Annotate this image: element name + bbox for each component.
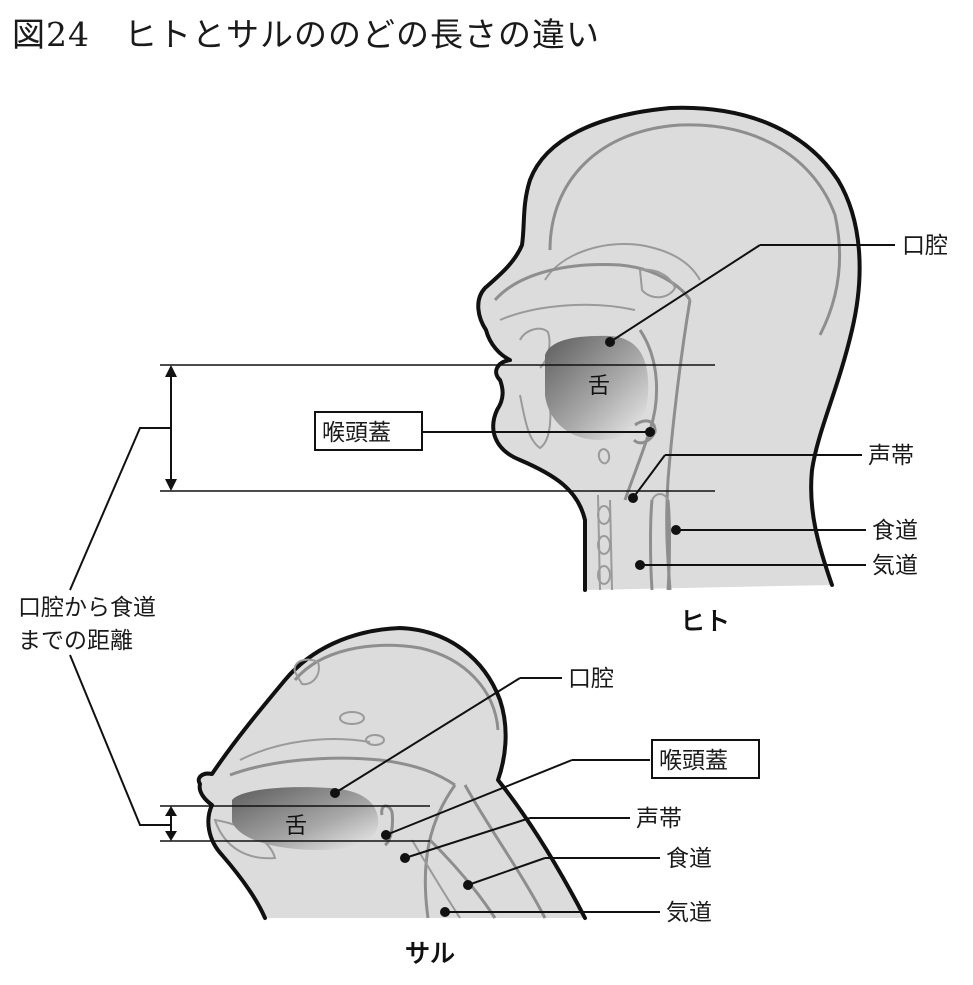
human-head-silhouette [478,107,860,590]
human-trachea-dot [635,560,645,570]
monkey-head [196,626,587,920]
monkey-oral-label: 口腔 [568,666,614,692]
monkey-tongue [232,787,379,850]
figure-title: 図24 ヒトとサルののどの長さの違い [12,15,600,54]
monkey-epiglottis-dot [381,830,391,840]
monkey-vocal-label: 声帯 [636,806,682,832]
human-oral-dot [605,337,615,347]
human-vocal-label: 声帯 [868,443,914,469]
distance-label-line2: までの距離 [18,628,133,654]
monkey-epiglottis-label: 喉頭蓋 [659,748,728,774]
human-caption: ヒト [680,607,730,636]
distance-label-line1: 口腔から食道 [18,595,156,621]
human-esophagus-label: 食道 [872,518,918,544]
human-epiglottis-dot [645,427,655,437]
human-trachea-label: 気道 [872,553,918,579]
human-epiglottis-label: 喉頭蓋 [322,420,391,446]
monkey-esophagus-label: 食道 [666,846,712,872]
monkey-oral-dot [330,788,340,798]
monkey-vocal-dot [400,853,410,863]
human-head-outline [476,105,862,592]
human-tongue [545,335,649,440]
monkey-epiglottis-box [651,739,760,779]
human-head [476,105,862,592]
human-epiglottis-box [314,411,423,451]
distance-bracket-human [69,427,171,591]
human-vocal-dot [628,493,638,503]
human-esophagus-dot [671,525,681,535]
human-oral-label: 口腔 [902,233,948,259]
monkey-tongue-label: 舌 [285,814,307,839]
monkey-esophagus-dot [463,880,473,890]
monkey-head-silhouette [198,628,585,918]
monkey-trachea-label: 気道 [666,900,712,926]
distance-bracket-monkey [69,654,171,826]
monkey-caption: サル [405,939,455,968]
monkey-head-outline [196,626,587,920]
monkey-trachea-dot [440,907,450,917]
human-tongue-label: 舌 [588,374,610,399]
